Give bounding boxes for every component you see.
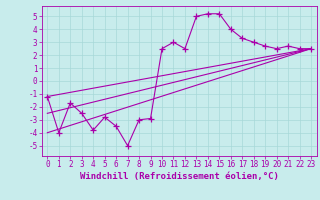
X-axis label: Windchill (Refroidissement éolien,°C): Windchill (Refroidissement éolien,°C) [80, 172, 279, 181]
